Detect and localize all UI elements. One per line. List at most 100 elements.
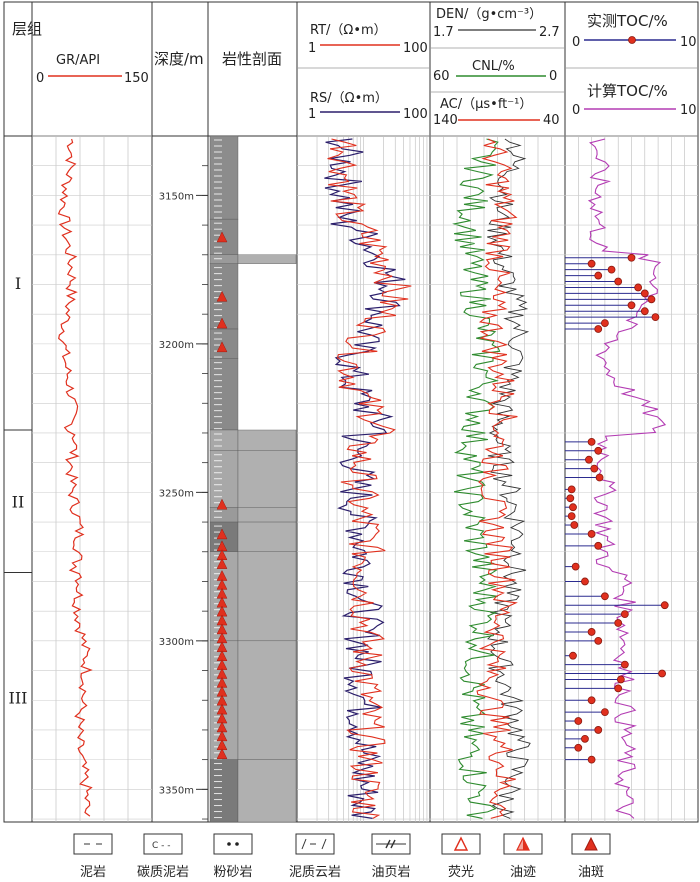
measured-toc-point: [640, 289, 649, 298]
legend-pattern: [584, 836, 598, 851]
rs-max: 100: [403, 107, 428, 122]
oil-show-mark: [216, 748, 228, 759]
measured-toc-point: [594, 541, 603, 550]
legend-pattern: [390, 839, 396, 849]
ac-curve: [476, 138, 518, 819]
depth-column: 3150m 3200m 3250m 3300m 3350m: [159, 135, 208, 820]
oil-show-mark: [216, 341, 228, 353]
rt-curve: [327, 138, 412, 819]
rs-label: RS/（Ω•m）: [310, 91, 388, 106]
measured-toc-label: 实测TOC/%: [587, 12, 668, 30]
measured-toc-point: [620, 660, 629, 669]
formation-header-top: 层组: [12, 20, 42, 38]
legend-label: 油斑: [578, 865, 604, 880]
oil-show-mark: [216, 558, 228, 569]
lithology-interval-wide: [237, 640, 297, 760]
measured-toc-point: [569, 503, 577, 512]
measured-toc-point: [594, 325, 603, 333]
cnl-max: 0: [549, 69, 557, 84]
depth-tick-label: 3250m: [159, 488, 194, 499]
legend-pattern: [235, 842, 239, 846]
outer-frame: [3, 1, 699, 823]
cnl-curve: [452, 138, 501, 819]
measured-toc-point: [627, 301, 636, 310]
calculated-toc-min: 0: [572, 103, 580, 118]
rt-min: 1: [308, 41, 316, 56]
measured-toc-point: [594, 271, 603, 280]
measured-toc-point: [594, 446, 603, 455]
measured-toc-min: 0: [572, 35, 580, 50]
lithology-interval-wide: [237, 521, 297, 552]
measured-toc-point: [587, 530, 596, 538]
measured-toc-point: [587, 628, 596, 636]
depth-tick-label: 3200m: [159, 340, 194, 351]
ac-min: 140: [433, 113, 458, 128]
lithology-interval: [209, 328, 239, 359]
formation-zone-label: III: [9, 688, 28, 707]
cnl-min: 60: [433, 69, 450, 84]
gr-label: GR/API: [56, 53, 100, 68]
lithology-column: [209, 135, 297, 823]
lithology-interval-wide: [237, 759, 297, 823]
lithology-interval: [209, 358, 239, 431]
calculated-toc-label: 计算TOC/%: [587, 82, 668, 100]
oil-show-mark: [216, 290, 228, 302]
measured-toc-point: [627, 253, 636, 262]
lithology-interval-wide: [237, 450, 297, 508]
legend-label: 泥质云岩: [289, 865, 341, 880]
measured-toc-point: [601, 592, 609, 601]
measured-toc-point: [640, 307, 649, 316]
resistivity-track: [297, 135, 430, 822]
legend-label: 碳质泥岩: [137, 865, 189, 880]
lithology-interval: [209, 759, 239, 823]
oil-show-mark: [216, 498, 228, 510]
oil-show-mark: [216, 317, 228, 329]
lithology-interval: [209, 254, 239, 264]
legend-label: 泥岩: [80, 865, 106, 880]
legend-pattern: [227, 842, 231, 846]
depth-tick-label: 3300m: [159, 637, 194, 648]
legend-swatch: [73, 833, 113, 855]
formation-zone-label: II: [12, 492, 25, 511]
depth-tick-label: 3350m: [159, 785, 194, 796]
measured-toc-point: [607, 265, 616, 274]
measured-toc-point: [587, 696, 596, 705]
legend-pattern: [453, 836, 469, 851]
gr-min: 0: [36, 71, 44, 86]
lithology-interval-wide: [237, 507, 297, 523]
depth-header: 深度/m: [154, 50, 204, 68]
den-curve: [487, 138, 531, 819]
column-frames: [3, 1, 699, 823]
legend-label: 荧光: [448, 865, 474, 880]
legend-label: 粉砂岩: [213, 865, 252, 880]
legend-pattern: [321, 838, 327, 850]
legend-pattern: C - -: [152, 841, 171, 851]
lithology-interval-wide: [237, 254, 297, 264]
measured-toc-point: [587, 437, 596, 446]
depth-tick-label: 3150m: [159, 191, 194, 202]
lithology-interval-wide: [237, 429, 297, 451]
measured-toc-point: [594, 636, 603, 645]
legend-label: 油迹: [510, 865, 536, 880]
oil-show-mark: [216, 231, 228, 243]
legend-swatch: [143, 833, 183, 855]
measured-toc-point: [595, 473, 604, 482]
measured-toc-point: [566, 494, 575, 503]
measured-toc-point: [587, 755, 596, 764]
measured-toc-point: [574, 743, 583, 752]
measured-toc-swatch-dot: [628, 36, 636, 44]
legend-pattern: [385, 839, 391, 849]
ac-label: AC/（μs•ft⁻¹）: [440, 97, 532, 112]
measured-toc-point: [616, 675, 625, 684]
measured-toc-point: [660, 601, 669, 610]
measured-toc-point: [581, 577, 589, 586]
measured-toc-point: [571, 562, 580, 571]
measured-toc-point: [569, 651, 577, 660]
den-label: DEN/（g•cm⁻³）: [436, 7, 542, 22]
legend-pattern: [301, 838, 307, 850]
measured-toc-point: [601, 708, 609, 717]
toc-track: [565, 135, 698, 822]
rt-label: RT/（Ω•m）: [310, 23, 387, 38]
measured-toc-point: [570, 521, 579, 529]
